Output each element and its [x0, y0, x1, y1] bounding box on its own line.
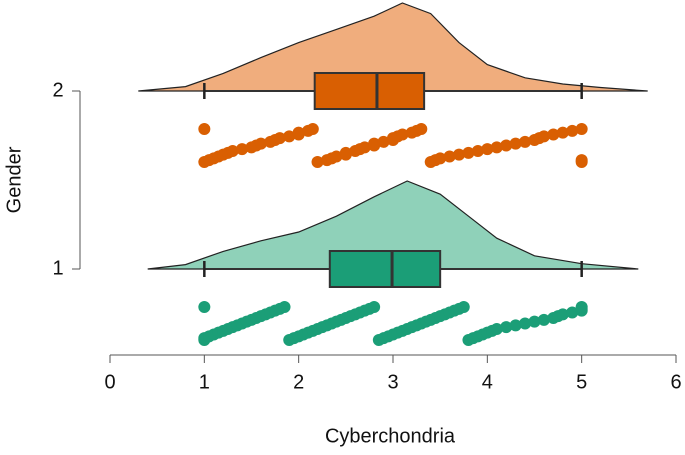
- y-axis-label: Gender: [3, 146, 25, 213]
- point: [566, 306, 579, 319]
- box: [313, 72, 426, 110]
- point: [278, 301, 291, 313]
- point: [443, 150, 456, 163]
- point: [575, 301, 588, 313]
- point: [396, 128, 409, 141]
- point: [198, 301, 211, 313]
- point: [471, 145, 484, 157]
- x-axis-label: Cyberchondria: [325, 425, 456, 447]
- y-tick-label: 1: [52, 257, 63, 279]
- point: [500, 139, 513, 152]
- point: [519, 135, 532, 148]
- point: [556, 126, 569, 139]
- point: [490, 323, 503, 335]
- y-tick-label: 2: [52, 79, 63, 101]
- point: [537, 130, 550, 143]
- x-tick-label: 1: [199, 371, 210, 393]
- x-tick-label: 2: [293, 371, 304, 393]
- point: [500, 321, 513, 334]
- point: [490, 141, 503, 154]
- point: [306, 123, 319, 135]
- point: [537, 313, 550, 326]
- point: [509, 319, 522, 332]
- point: [273, 132, 286, 145]
- point: [566, 124, 579, 137]
- point: [462, 146, 475, 159]
- point: [226, 145, 239, 157]
- point: [453, 148, 466, 161]
- point: [368, 137, 381, 150]
- x-tick-label: 5: [576, 371, 587, 393]
- point: [254, 137, 267, 150]
- density: [147, 180, 639, 270]
- point: [481, 143, 494, 156]
- point: [283, 130, 296, 143]
- point: [368, 301, 381, 313]
- point: [547, 128, 560, 141]
- x-tick-label: 0: [104, 371, 115, 393]
- point: [236, 143, 249, 156]
- point: [556, 308, 569, 321]
- point: [415, 123, 428, 135]
- point: [311, 156, 324, 168]
- point: [198, 123, 211, 135]
- x-tick-label: 4: [482, 371, 493, 393]
- x-tick-label: 3: [387, 371, 398, 393]
- point: [457, 301, 470, 313]
- point: [528, 315, 541, 328]
- x-tick-label: 6: [670, 371, 681, 393]
- point: [575, 154, 588, 167]
- box: [328, 250, 442, 288]
- point: [339, 146, 352, 159]
- point: [358, 141, 371, 154]
- point: [292, 126, 305, 139]
- point: [377, 135, 390, 148]
- point: [330, 150, 343, 163]
- point: [509, 137, 522, 150]
- point: [575, 123, 588, 135]
- point: [434, 152, 447, 165]
- point: [519, 317, 532, 330]
